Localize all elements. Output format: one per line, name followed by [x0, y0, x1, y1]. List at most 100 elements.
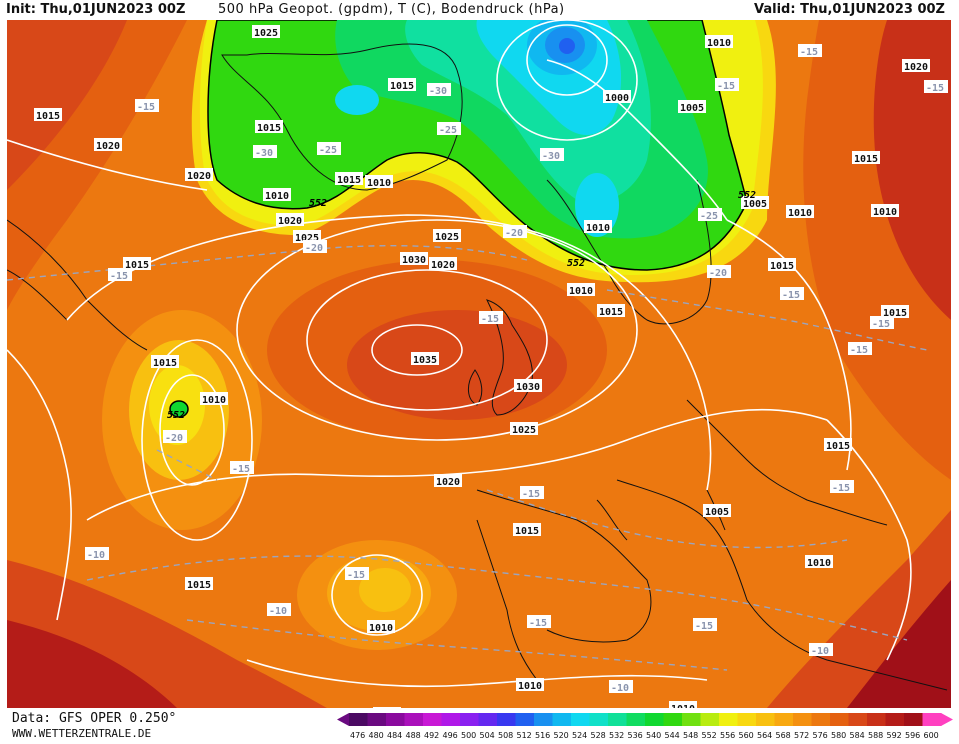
temperature-label-box: [693, 618, 717, 631]
temperature-label-box: [715, 78, 739, 91]
pressure-label: 1020: [431, 260, 455, 271]
pressure-label-box: [263, 188, 291, 201]
legend-swatch: [737, 713, 757, 726]
legend-swatch: [589, 713, 609, 726]
legend-tick-label: 484: [387, 731, 402, 740]
temperature-label-box: [540, 148, 564, 161]
temperature-label-box: [520, 486, 544, 499]
temperature-label: -10: [811, 646, 829, 657]
pressure-label-box: [276, 213, 304, 226]
isotherms: [7, 245, 928, 671]
pressure-label-box: [678, 100, 706, 113]
pressure-label: 1005: [680, 103, 704, 114]
legend-swatch: [682, 713, 701, 726]
temperature-label-box: [848, 342, 872, 355]
legend-arrow-right: [941, 713, 953, 726]
website-credit: WWW.WETTERZENTRALE.DE: [12, 727, 152, 740]
init-time: Init: Thu,01JUN2023 00Z: [6, 2, 186, 17]
legend-tick-label: 568: [776, 731, 791, 740]
temperature-label: -25: [319, 145, 337, 156]
pressure-label: 1000: [605, 93, 629, 104]
legend-swatch: [885, 713, 905, 726]
pressure-label: 1025: [512, 425, 536, 436]
temperature-label-box: [503, 225, 527, 238]
legend-swatch: [497, 713, 516, 726]
legend-tick-label: 548: [683, 731, 698, 740]
legend-swatch: [515, 713, 535, 726]
pressure-label-box: [514, 379, 542, 392]
legend-swatch: [571, 713, 590, 726]
temperature-label: -15: [717, 81, 735, 92]
legend-tick-label: 500: [461, 731, 476, 740]
field-se-dark: [847, 580, 951, 708]
legend-tick-label: 544: [665, 731, 680, 740]
temperature-label-box: [924, 80, 948, 93]
pressure-label: 1015: [257, 123, 281, 134]
pressure-label: 1010: [202, 395, 226, 406]
pressure-label: 1015: [187, 580, 211, 591]
geopotential-label: 552: [567, 258, 585, 269]
pressure-label: 1015: [36, 111, 60, 122]
field-east-dark: [873, 20, 951, 320]
legend-tick-label: 508: [498, 731, 513, 740]
temperature-label: -25: [439, 125, 457, 136]
pressure-label-box: [852, 151, 880, 164]
pressure-label: 1025: [295, 233, 319, 244]
temperature-label-box: [798, 44, 822, 57]
legend-tick-label: 552: [702, 731, 717, 740]
geopotential-labels: 552 552 552 552: [167, 190, 756, 421]
legend-tick-label: 488: [406, 731, 421, 740]
legend-tick-label: 480: [369, 731, 384, 740]
legend-swatch: [867, 713, 886, 726]
field-trough-core: [559, 38, 575, 54]
pressure-label-box: [513, 523, 541, 536]
pressure-label: 1015: [854, 154, 878, 165]
pressure-label-box: [584, 220, 612, 233]
weather-map: 1025 1015 1015 1020 1015 1010 1015 1010 1020 1020…: [7, 20, 951, 708]
pressure-label: 1020: [278, 216, 302, 227]
geopotential-label: 552: [309, 198, 327, 209]
geopotential-label: 552: [738, 190, 756, 201]
temperature-label-box: [345, 567, 369, 580]
temperature-label: -30: [429, 86, 447, 97]
temperature-label: -30: [542, 151, 560, 162]
legend-tick-label: 540: [646, 731, 661, 740]
pressure-label-box: [185, 577, 213, 590]
temperature-label-box: [85, 547, 109, 560]
pressure-label-box: [367, 620, 395, 633]
pressure-label-box: [34, 108, 62, 121]
legend-tick-label: 528: [591, 731, 606, 740]
temperature-label-box: [317, 142, 341, 155]
temperature-label: -10: [269, 606, 287, 617]
pressure-label-box: [871, 204, 899, 217]
data-source: Data: GFS OPER 0.250°: [12, 711, 177, 726]
pressure-label-box: [669, 701, 697, 708]
geopotential-label: 552: [167, 410, 185, 421]
weather-map-canvas: 1025 1015 1015 1020 1015 1010 1015 1010 1020 1020…: [7, 20, 951, 708]
pressure-label-box: [151, 355, 179, 368]
field-azores-inner: [359, 568, 411, 612]
legend-tick-label: 572: [794, 731, 809, 740]
legend-swatch: [811, 713, 831, 726]
temperature-label-box: [303, 240, 327, 253]
temperature-labels: -15 -15 -30 -25 -30 -25 -30 -20 -20 -15 -20 -15 -10 -…: [85, 44, 948, 694]
pressure-label: 1005: [743, 199, 767, 210]
pressure-label-box: [373, 707, 401, 708]
pressure-label: 1015: [153, 358, 177, 369]
legend-swatch: [645, 713, 664, 726]
legend-tick-label: 592: [887, 731, 902, 740]
valid-time: Valid: Thu,01JUN2023 00Z: [754, 2, 945, 17]
pressure-label-box: [705, 35, 733, 48]
legend-tick-label: 492: [424, 731, 439, 740]
pressure-label: 1010: [671, 704, 695, 708]
pressure-label: 1010: [807, 558, 831, 569]
pressure-label: 1020: [436, 477, 460, 488]
legend-swatch: [663, 713, 683, 726]
legend-swatch: [367, 713, 387, 726]
pressure-label-box: [741, 196, 769, 209]
pressure-label-box: [255, 120, 283, 133]
legend-arrow-left: [337, 713, 349, 726]
legend-swatch: [904, 713, 923, 726]
pressure-label-box: [510, 422, 538, 435]
temperature-label-box: [830, 480, 854, 493]
